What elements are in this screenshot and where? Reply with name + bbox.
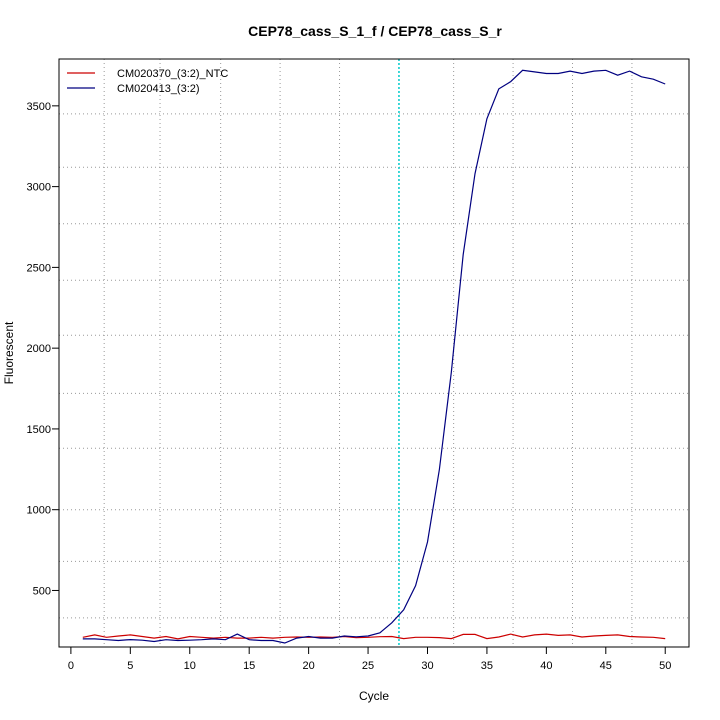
x-tick-label: 50 xyxy=(659,660,671,672)
y-tick-label: 1000 xyxy=(27,505,51,517)
legend-entry: CM020413_(3:2) xyxy=(117,83,200,95)
y-axis: 500 1000 1500 2000 2500 3000 3500 xyxy=(27,101,60,597)
x-tick-label: 35 xyxy=(481,660,493,672)
y-tick-label: 1500 xyxy=(27,424,51,436)
x-tick-label: 0 xyxy=(68,660,74,672)
plot-frame xyxy=(58,58,690,648)
x-tick-label: 20 xyxy=(302,660,314,672)
x-axis-label: Cycle xyxy=(359,689,389,703)
series-line xyxy=(82,69,666,644)
grid xyxy=(59,59,689,647)
x-tick-label: 10 xyxy=(184,660,196,672)
y-tick-label: 3000 xyxy=(27,182,51,194)
x-tick-label: 5 xyxy=(127,660,133,672)
chart-title: CEP78_cass_S_1_f / CEP78_cass_S_r xyxy=(248,23,502,39)
y-axis-label: Fluorescent xyxy=(2,321,16,384)
y-tick-label: 3500 xyxy=(27,101,51,113)
x-tick-label: 25 xyxy=(362,660,374,672)
series-lines xyxy=(82,69,666,644)
x-tick-label: 30 xyxy=(421,660,433,672)
x-tick-label: 45 xyxy=(600,660,612,672)
y-tick-label: 2500 xyxy=(27,262,51,274)
x-tick-label: 40 xyxy=(540,660,552,672)
legend-entry: CM020370_(3:2)_NTC xyxy=(117,68,228,80)
legend: CM020370_(3:2)_NTC CM020413_(3:2) xyxy=(67,68,228,95)
y-tick-label: 2000 xyxy=(27,343,51,355)
y-tick-label: 500 xyxy=(33,585,51,597)
x-axis: 0 5 10 15 20 25 30 35 40 45 50 xyxy=(68,646,671,672)
x-tick-label: 15 xyxy=(243,660,255,672)
series-line xyxy=(82,633,666,640)
